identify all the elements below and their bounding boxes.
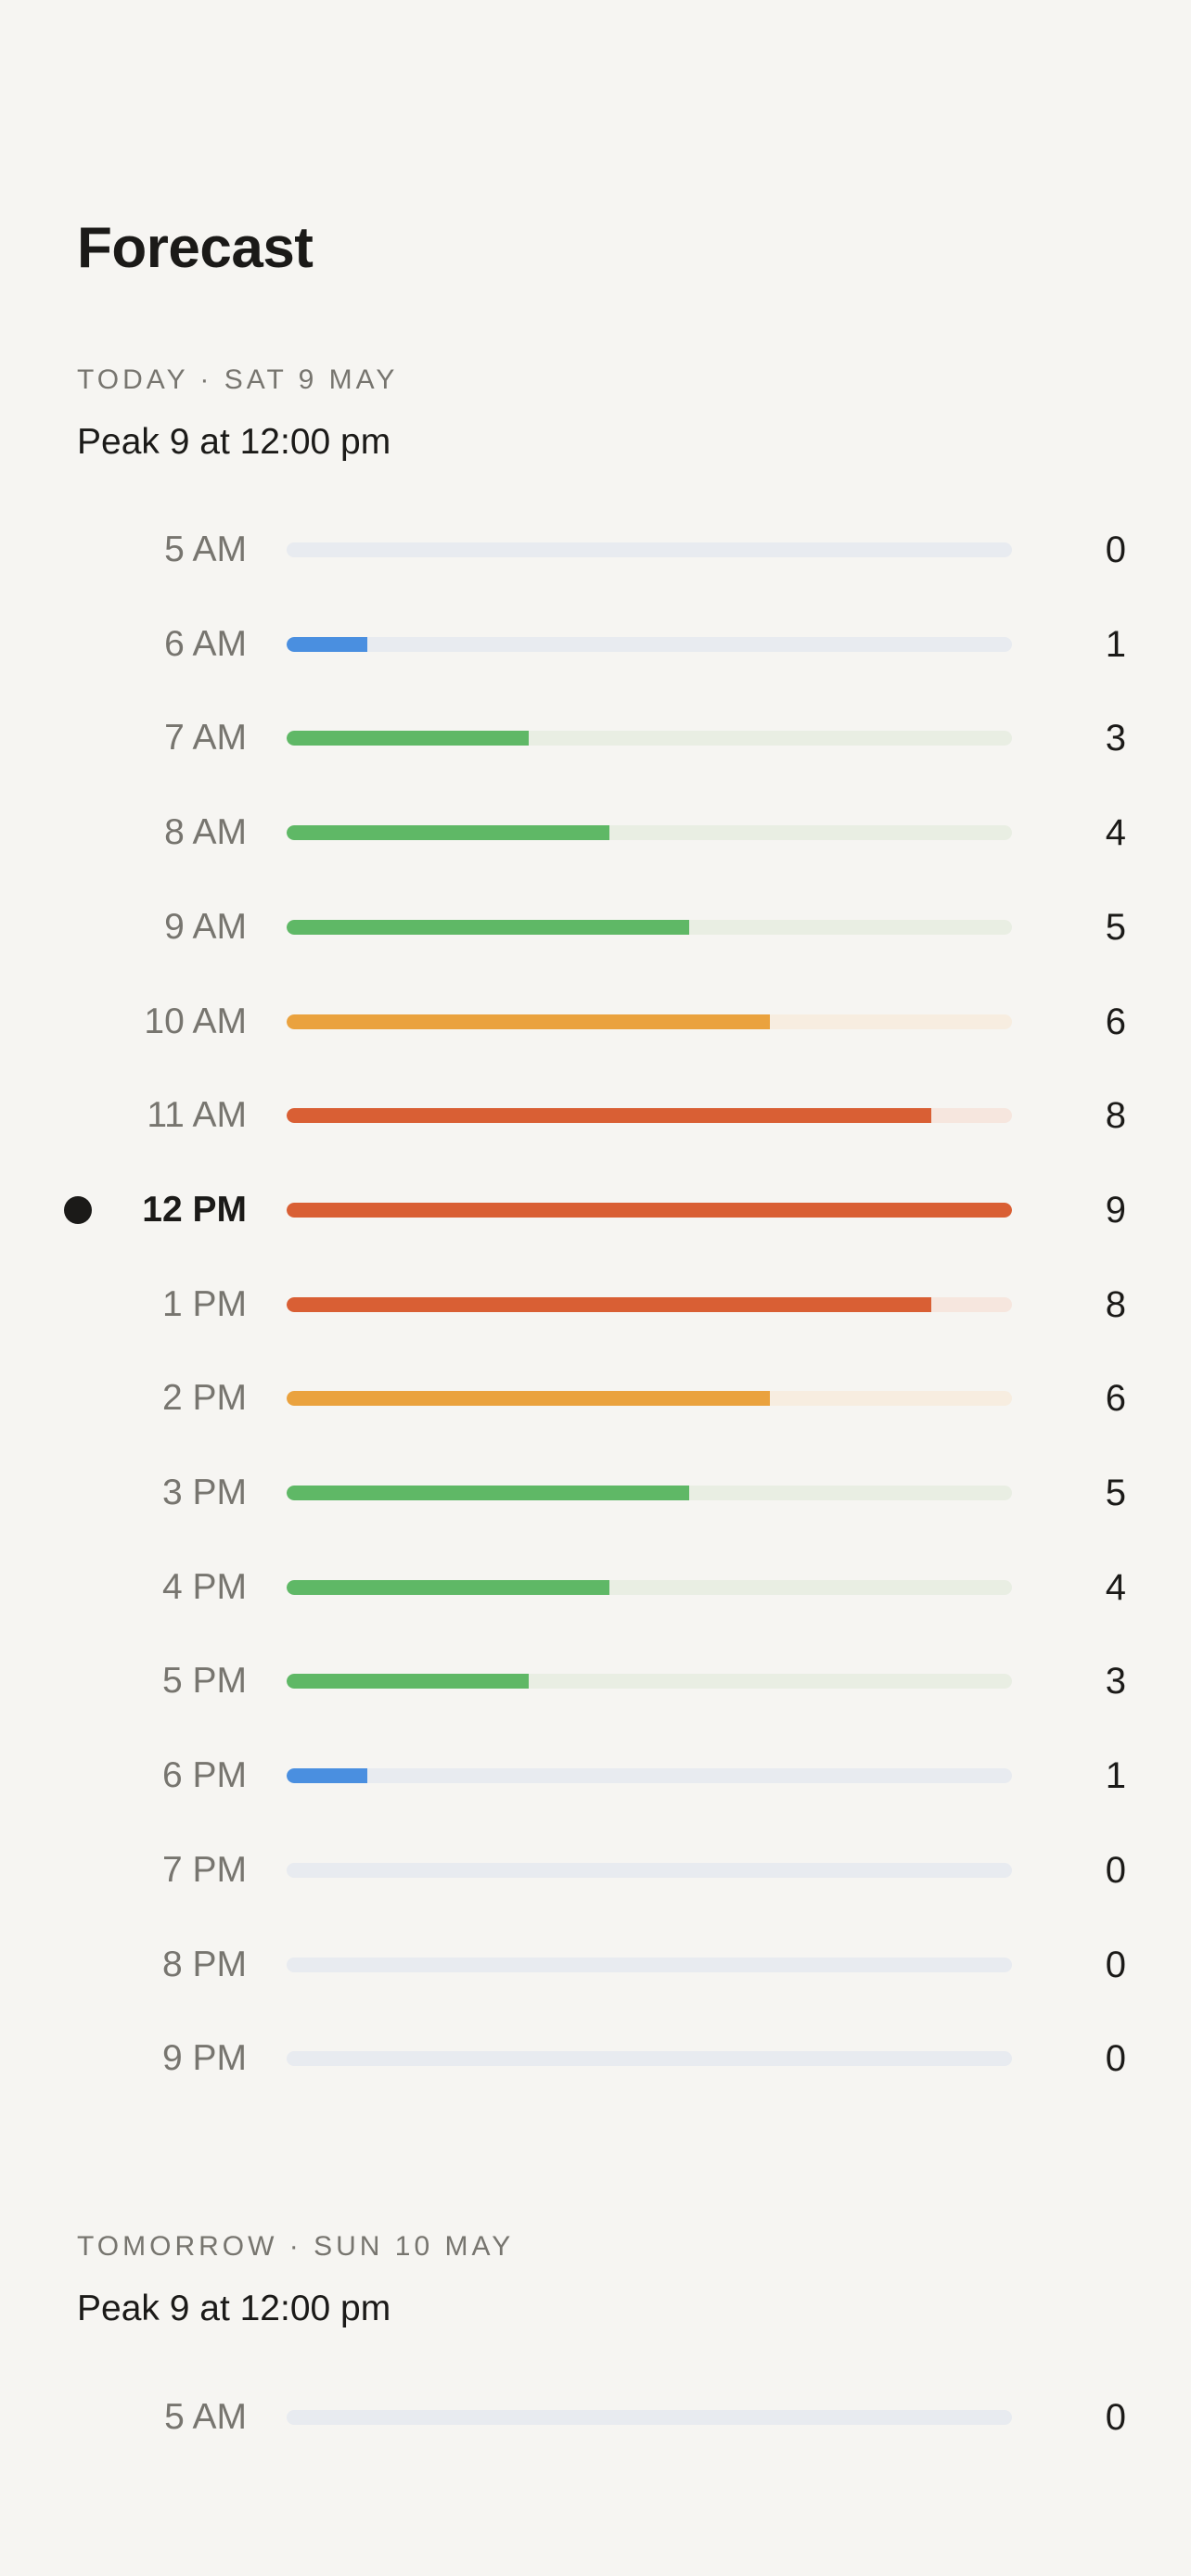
level-bar-track [287,825,1012,840]
level-bar-fill [287,1768,367,1783]
hour-label: 6 AM [164,624,247,664]
hour-value: 8 [1105,1095,1126,1136]
hour-label: 9 AM [164,907,247,947]
hour-value: 4 [1105,812,1126,853]
level-bar-track [287,2051,1012,2066]
hour-row: 4 PM 4 [0,1560,1191,1615]
hour-row: 5 PM 3 [0,1653,1191,1709]
level-bar-fill [287,825,609,840]
hour-value: 1 [1105,624,1126,665]
level-bar-track [287,1297,1012,1312]
hour-value: 8 [1105,1284,1126,1325]
hour-label: 11 AM [147,1095,247,1135]
level-bar-track [287,1203,1012,1218]
hour-value: 6 [1105,1001,1126,1042]
hour-row: 6 AM 1 [0,617,1191,672]
level-bar-fill [287,731,529,746]
level-bar-fill [287,1203,1012,1218]
hour-row: 9 PM 0 [0,2031,1191,2086]
level-bar-track [287,2410,1012,2425]
level-bar-track [287,1958,1012,1972]
hour-row: 11 AM 8 [0,1088,1191,1143]
day-peak: Peak 9 at 12:00 pm [77,2289,391,2328]
level-bar-track [287,1863,1012,1878]
hour-value: 0 [1105,529,1126,570]
hour-row: 7 PM 0 [0,1843,1191,1898]
level-bar-track [287,731,1012,746]
level-bar-track [287,1014,1012,1029]
hour-label: 12 PM [142,1190,247,1230]
page-title: Forecast [77,216,314,280]
day-label: TODAY · SAT 9 MAY [77,364,399,395]
hour-row: 5 AM 0 [0,522,1191,578]
level-bar-track [287,1674,1012,1689]
hour-value: 5 [1105,1473,1126,1513]
hour-row: 7 AM 3 [0,710,1191,766]
hour-value: 0 [1105,1850,1126,1891]
hour-value: 3 [1105,1661,1126,1702]
hour-row: 8 PM 0 [0,1937,1191,1993]
hour-label: 2 PM [161,1378,247,1418]
level-bar-fill [287,1297,931,1312]
level-bar-fill [287,920,689,935]
hour-value: 1 [1105,1755,1126,1796]
hour-label: 6 PM [161,1755,247,1795]
hour-value: 4 [1105,1567,1126,1608]
hour-label: 1 PM [161,1284,247,1324]
hour-row: 10 AM 6 [0,994,1191,1050]
hour-row: 2 PM 6 [0,1371,1191,1426]
hour-row: 12 PM 9 [0,1182,1191,1238]
level-bar-track [287,1768,1012,1783]
hour-value: 5 [1105,907,1126,948]
day-peak: Peak 9 at 12:00 pm [77,422,391,462]
level-bar-fill [287,1108,931,1123]
hour-label: 5 PM [161,1661,247,1701]
level-bar-track [287,1391,1012,1406]
hour-row: 9 AM 5 [0,899,1191,955]
level-bar-track [287,920,1012,935]
hour-row: 1 PM 8 [0,1277,1191,1333]
level-bar-fill [287,1391,770,1406]
current-hour-indicator [64,1196,92,1224]
hour-value: 9 [1105,1190,1126,1231]
hour-row: 8 AM 4 [0,805,1191,861]
hour-row: 6 PM 1 [0,1748,1191,1804]
hour-value: 0 [1105,1945,1126,1985]
level-bar-fill [287,637,367,652]
level-bar-track [287,1108,1012,1123]
hour-label: 3 PM [161,1473,247,1512]
hour-row: 3 PM 5 [0,1465,1191,1521]
hour-label: 7 AM [164,718,247,758]
hour-value: 6 [1105,1378,1126,1419]
level-bar-fill [287,1486,689,1500]
hour-label: 9 PM [161,2038,247,2078]
hour-label: 8 AM [164,812,247,852]
hour-label: 5 AM [164,2397,247,2437]
level-bar-fill [287,1580,609,1595]
hour-label: 7 PM [161,1850,247,1890]
hour-value: 0 [1105,2038,1126,2079]
hour-value: 3 [1105,718,1126,759]
hour-value: 0 [1105,2397,1126,2438]
hour-label: 10 AM [144,1001,247,1041]
level-bar-track [287,1486,1012,1500]
hour-row: 5 AM 0 [0,2390,1191,2445]
level-bar-track [287,542,1012,557]
level-bar-fill [287,1014,770,1029]
level-bar-track [287,1580,1012,1595]
day-label: TOMORROW · SUN 10 MAY [77,2231,515,2262]
level-bar-fill [287,1674,529,1689]
hour-label: 5 AM [164,529,247,569]
hour-label: 4 PM [161,1567,247,1607]
level-bar-track [287,637,1012,652]
hour-label: 8 PM [161,1945,247,1984]
